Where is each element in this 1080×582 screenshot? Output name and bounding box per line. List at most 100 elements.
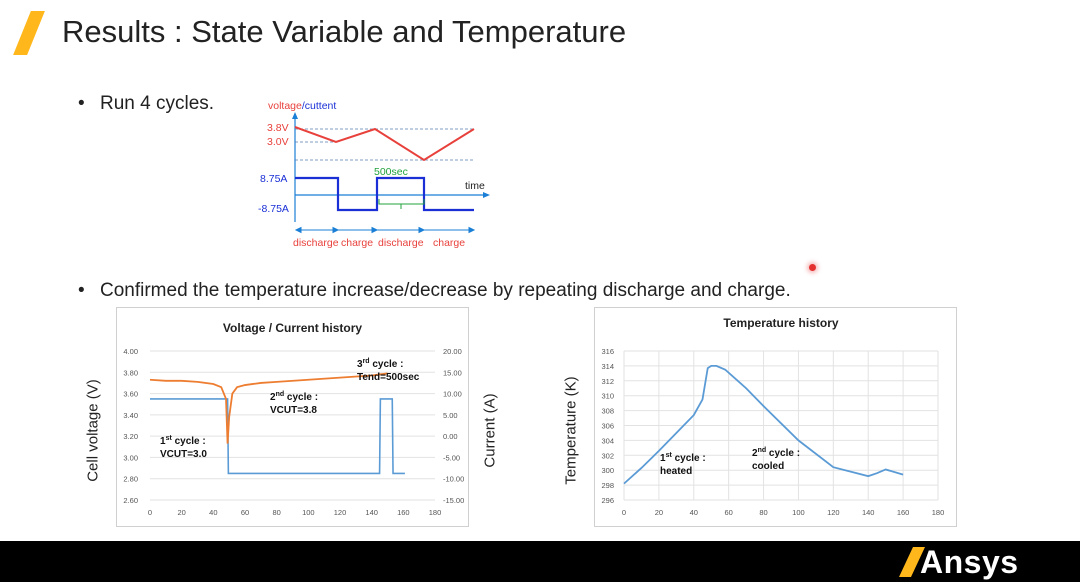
chart1-y2tick: 15.00 [443,368,462,377]
chart1-xtick: 60 [241,508,249,517]
bullet-run-cycles-text: Run 4 cycles. [100,93,215,114]
bullet-confirmed-text: Confirmed the temperature increase/decre… [100,280,791,301]
chart2-ytick: 306 [601,422,614,431]
chart1-svg: Voltage / Current history 2.60 2.80 3.00 3.2… [123,321,464,517]
chart1-y2label: Current (A) [481,393,499,468]
chart2-ytick: 296 [601,496,614,505]
chart1-xtick: 0 [148,508,152,517]
chart2-xtick: 20 [655,508,663,517]
svg-text:voltage/cuttent: voltage/cuttent [268,100,336,112]
chart1-ytick: 3.20 [123,432,138,441]
schematic-phase-1: discharge [293,237,339,249]
schematic-phase-4: charge [433,237,465,249]
chart1-ytick: 2.60 [123,496,138,505]
chart2-ytick: 308 [601,407,614,416]
chart2-title: Temperature history [723,316,838,330]
chart1-ytick: 3.40 [123,411,138,420]
chart1-y2tick: -5.00 [443,453,460,462]
chart1-y2tick: 0.00 [443,432,458,441]
chart1-ytick: 3.80 [123,368,138,377]
ansys-logo: Ansys [899,543,1019,580]
chart2-xtick: 160 [897,508,910,517]
schematic-phase-3: discharge [378,237,424,249]
schematic-voltage-line [294,126,475,162]
chart2-xtick: 140 [862,508,875,517]
chart1-xtick: 120 [334,508,347,517]
bullet-dot: • [78,93,85,114]
ansys-logo-text: Ansys [920,543,1019,580]
chart2-svg: Temperature history 296 298 300 302 304 306 308… [601,316,945,517]
chart1-xtick: 140 [365,508,378,517]
schematic-current-label: cuttent [305,100,337,112]
chart1-annotation-3-line2: Tend=500sec [357,372,420,383]
chart2-ylabel: Temperature (K) [562,376,580,485]
chart1-xtick: 80 [272,508,280,517]
schematic-v-high: 3.8V [267,122,289,134]
chart1-ytick: 2.80 [123,475,138,484]
chart1-annotation-3: 3rd cycle : [357,358,403,370]
title-accent-bar [13,11,45,55]
chart2-xtick: 120 [827,508,840,517]
bullet-dot: • [78,280,85,301]
chart1-y2tick: 10.00 [443,390,462,399]
cycle-schematic: voltage/cuttent 3.8V 3.0V time 8.75A -8.… [258,100,490,249]
schematic-time-label: time [465,180,485,192]
chart1-xtick: 40 [209,508,217,517]
chart1-y2tick: -10.00 [443,475,464,484]
schematic-v-low: 3.0V [267,136,289,148]
chart2-annotation-2-line2: cooled [752,461,784,472]
chart2-xtick: 180 [932,508,945,517]
schematic-duration-bracket [378,199,425,209]
bullet-confirmed: • Confirmed the temperature increase/decr… [78,280,791,302]
schematic-current-line [295,176,474,212]
schematic-i-low: -8.75A [258,203,289,215]
schematic-phase-arrows [294,226,476,234]
chart1-ytick: 3.60 [123,390,138,399]
page-title: Results : State Variable and Temperature [62,14,627,49]
chart-voltage-current: Voltage / Current history 2.60 2.80 3.00 3.2… [116,307,469,527]
chart2-ytick: 298 [601,481,614,490]
chart2-xtick: 40 [690,508,698,517]
chart2-ytick: 316 [601,347,614,356]
chart2-xtick: 100 [792,508,805,517]
chart2-ytick: 300 [601,466,614,475]
chart1-ytick: 4.00 [123,347,138,356]
chart1-xtick: 20 [177,508,185,517]
chart1-y2tick: 20.00 [443,347,462,356]
chart-temperature: Temperature history 296 298 300 302 304 306 308… [594,307,957,527]
chart1-title: Voltage / Current history [223,321,362,335]
chart1-annotation-1-line2: VCUT=3.0 [160,449,207,460]
chart2-ytick: 310 [601,392,614,401]
chart2-xtick: 60 [724,508,732,517]
chart2-annotation-2: 2nd cycle : [752,447,800,459]
schematic-sep: / [302,100,305,112]
chart1-annotation-1: 1st cycle : [160,435,206,447]
chart2-ytick: 304 [601,436,614,445]
chart1-annotation-2-line2: VCUT=3.8 [270,405,317,416]
chart1-ylabel: Cell voltage (V) [84,379,102,482]
bullet-run-cycles: • Run 4 cycles. [78,93,214,115]
chart2-xtick: 80 [759,508,767,517]
schematic-time-arrow [483,192,490,198]
chart1-current-series [150,398,405,475]
schematic-y-arrow [292,112,298,119]
chart2-temperature-series [623,365,904,485]
chart2-annotation-1: 1st cycle : [660,452,706,464]
chart1-voltage-series [149,372,388,444]
schematic-voltage-label: voltage [268,100,302,112]
chart1-xtick: 100 [302,508,315,517]
chart2-xtick: 0 [622,508,626,517]
chart1-annotation-2: 2nd cycle : [270,391,318,403]
schematic-duration-label: 500sec [374,166,408,178]
chart1-xtick: 160 [397,508,410,517]
chart2-ytick: 312 [601,377,614,386]
schematic-phase-2: charge [341,237,373,249]
chart1-y2tick: 5.00 [443,411,458,420]
schematic-i-high: 8.75A [260,173,287,185]
chart1-y2tick: -15.00 [443,496,464,505]
chart2-ytick: 302 [601,451,614,460]
laser-pointer-dot [809,264,816,271]
chart1-ytick: 3.00 [123,453,138,462]
chart2-ytick: 314 [601,362,614,371]
chart1-xtick: 180 [429,508,442,517]
